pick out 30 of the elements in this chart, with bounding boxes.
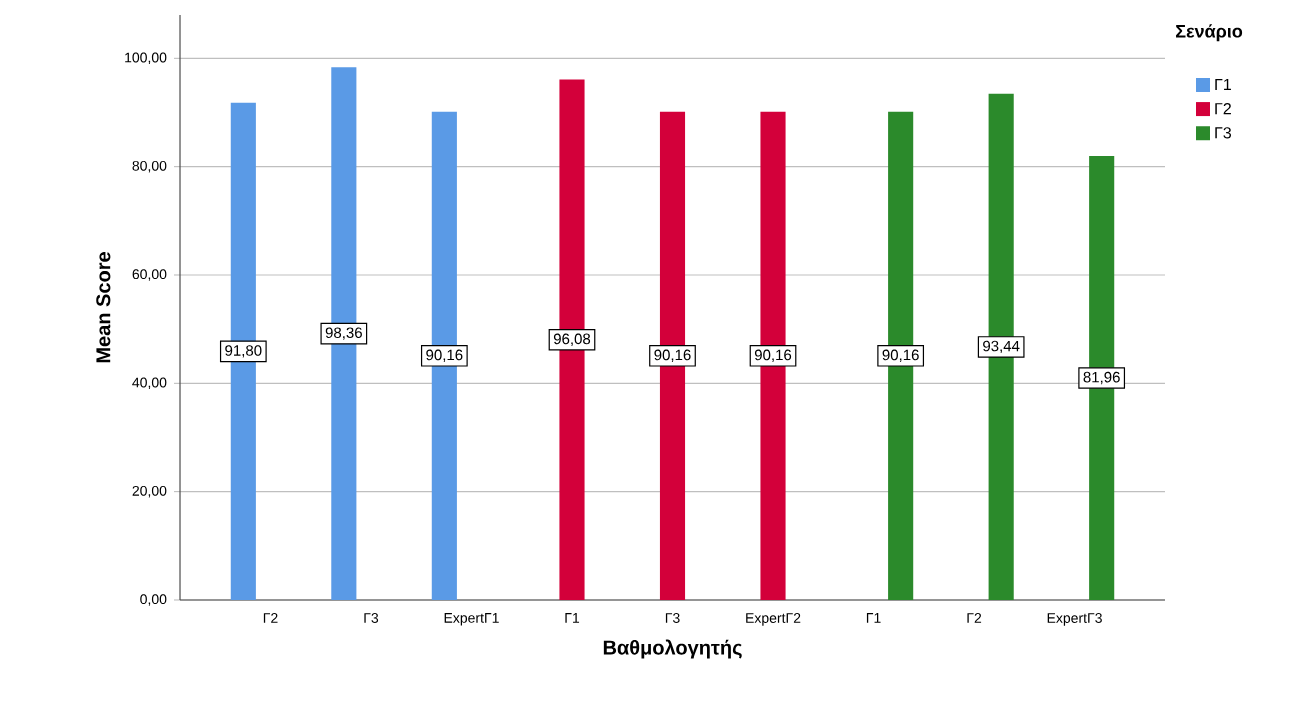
- x-tick-label: Γ3: [665, 613, 680, 623]
- data-label: 90,16: [654, 349, 691, 362]
- x-tick-label: ExpertΓ2: [746, 613, 801, 626]
- data-label: 96,08: [553, 333, 591, 346]
- x-tick-label: Γ1: [565, 613, 580, 623]
- x-tick-label: Γ2: [263, 613, 278, 623]
- x-tick-label: ExpertΓ3: [1047, 613, 1102, 626]
- data-label: 90,16: [426, 349, 463, 362]
- legend-title: Σενάριο: [1176, 24, 1243, 42]
- x-tick-label: Γ3: [364, 613, 379, 623]
- data-label: 98,36: [325, 327, 362, 340]
- y-axis-title: Mean Score: [96, 252, 111, 363]
- legend-label: Γ3: [1215, 127, 1232, 139]
- y-tick-label: 20,00: [132, 485, 167, 498]
- y-tick-label: 100,00: [125, 52, 167, 65]
- data-label: 81,96: [1083, 371, 1120, 385]
- y-tick-label: 0,00: [140, 594, 167, 606]
- y-tick-label: 60,00: [132, 269, 167, 281]
- x-axis-title: Βαθμολογητής: [603, 639, 742, 659]
- y-tick-label: 80,00: [132, 160, 167, 173]
- x-tick-label: ExpertΓ1: [444, 613, 499, 626]
- data-label: 90,16: [882, 349, 919, 362]
- legend-label: Γ2: [1215, 102, 1231, 115]
- legend-label: Γ1: [1215, 78, 1231, 90]
- data-label: 93,44: [983, 340, 1020, 354]
- x-tick-label: Γ2: [967, 613, 982, 623]
- x-tick-label: Γ1: [866, 613, 881, 623]
- data-label: 91,80: [225, 345, 262, 358]
- y-tick-label: 40,00: [132, 377, 167, 390]
- data-label: 90,16: [754, 349, 792, 362]
